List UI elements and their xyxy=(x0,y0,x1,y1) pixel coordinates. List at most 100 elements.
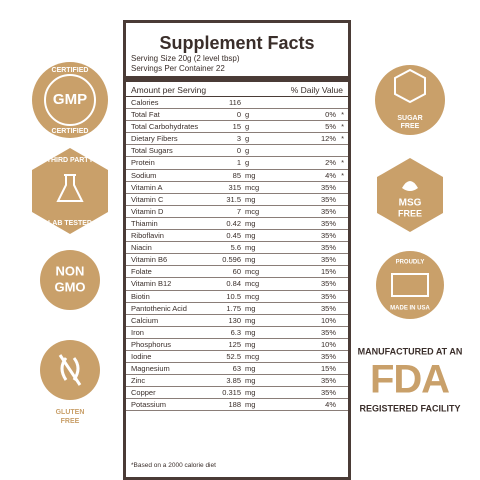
usa-badge xyxy=(376,251,444,319)
gluten-line1: GLUTEN xyxy=(56,409,85,416)
panel-title: Supplement Facts xyxy=(159,33,315,53)
nutrient-unit: mg xyxy=(245,339,256,349)
nutrient-row: Iron 6.3 mg 35% xyxy=(126,327,348,339)
nutrient-dv: 35% xyxy=(320,194,336,204)
header-amount: Amount per Serving xyxy=(131,85,207,95)
nutrient-dv: 35% xyxy=(320,243,336,253)
nutrient-dv: 35% xyxy=(320,303,336,313)
nutrient-amount: 85 xyxy=(232,170,241,180)
msg-line1: MSG xyxy=(399,198,422,209)
nutrient-star: * xyxy=(341,158,344,168)
nutrient-amount: 10.5 xyxy=(226,291,241,301)
nutrient-amount: 3.85 xyxy=(226,376,241,386)
fda-main: FDA xyxy=(370,358,450,402)
nutrient-row: Protein 1 g 2% * xyxy=(126,157,348,170)
nutrient-name: Total Fat xyxy=(131,110,160,120)
nutrient-name: Vitamin D xyxy=(131,206,164,216)
nutrient-dv: 35% xyxy=(320,291,336,301)
fda-line1: MANUFACTURED AT AN xyxy=(358,346,463,356)
msg-line2: FREE xyxy=(398,208,422,218)
nutrient-unit: mg xyxy=(245,315,256,325)
gmp-badge xyxy=(32,62,108,138)
divider xyxy=(126,76,348,82)
nutrient-amount: 3 xyxy=(236,134,241,144)
nutrient-name: Biotin xyxy=(131,291,150,301)
nutrient-unit: mg xyxy=(245,303,256,313)
nutrient-row: Vitamin A 315 mcg 35% xyxy=(126,182,348,194)
nutrient-row: Dietary Fibers 3 g 12% * xyxy=(126,133,348,146)
nutrient-name: Vitamin B6 xyxy=(131,255,168,265)
gmo-badge xyxy=(40,250,100,310)
nutrient-row: Niacin 5.6 mg 35% xyxy=(126,242,348,255)
nutrient-amount: 0 xyxy=(236,146,241,156)
nutrient-row: Potassium 188 mg 4% xyxy=(126,399,348,412)
nutrient-name: Iodine xyxy=(131,351,152,361)
nutrient-unit: mg xyxy=(245,194,256,204)
gmp-ring xyxy=(44,74,96,126)
nutrient-dv: 4% xyxy=(325,400,336,410)
nutrient-name: Vitamin A xyxy=(131,182,163,192)
fda-line2: REGISTERED FACILITY xyxy=(359,403,460,413)
nutrient-name: Total Carbohydrates xyxy=(131,122,199,132)
nutrient-name: Niacin xyxy=(131,243,152,253)
cube-icon xyxy=(394,68,426,104)
usa-bottom: MADE IN USA xyxy=(390,306,430,312)
nutrient-name: Copper xyxy=(131,388,156,398)
nutrient-name: Folate xyxy=(131,267,152,277)
nutrient-dv: 35% xyxy=(320,376,336,386)
nutrient-unit: mg xyxy=(245,400,256,410)
sugar-line2: FREE xyxy=(401,123,420,130)
sugar-badge xyxy=(375,65,445,135)
nutrient-row: Vitamin B6 0.596 mg 35% xyxy=(126,254,348,267)
nutrient-amount: 0.42 xyxy=(226,218,241,228)
nutrient-dv: 15% xyxy=(320,267,336,277)
nutrient-name: Calories xyxy=(131,98,159,107)
nutrient-name: Total Sugars xyxy=(131,146,173,156)
nutrient-name: Zinc xyxy=(131,376,146,386)
nutrient-row: Thiamin 0.42 mg 35% xyxy=(126,218,348,231)
rows: Calories 116 Total Fat 0 g 0% * Total Carbohydr… xyxy=(126,97,348,412)
nutrient-dv: 10% xyxy=(320,339,336,349)
nutrient-unit: mg xyxy=(245,231,256,241)
nutrient-amount: 188 xyxy=(228,400,241,410)
nutrient-dv: 35% xyxy=(320,327,336,337)
nutrient-amount: 5.6 xyxy=(230,243,241,253)
nutrient-amount: 1 xyxy=(236,158,241,168)
servings: Servings Per Container 22 xyxy=(131,64,225,73)
nutrient-unit: mg xyxy=(245,218,256,228)
nutrient-amount: 63 xyxy=(232,364,241,374)
nutrient-row: Magnesium 63 mg 15% xyxy=(126,363,348,376)
nutrient-dv: 12% xyxy=(320,134,336,144)
nutrient-row: Folate 60 mcg 15% xyxy=(126,266,348,279)
nutrient-row: Total Carbohydrates 15 g 5% * xyxy=(126,121,348,134)
nutrient-row: Vitamin B12 0.84 mcg 35% xyxy=(126,278,348,291)
nutrient-unit: g xyxy=(245,122,250,132)
nutrient-row: Iodine 52.5 mcg 35% xyxy=(126,351,348,364)
nutrient-amount: 0.45 xyxy=(226,231,241,241)
usa-top: PROUDLY xyxy=(396,260,425,266)
header-dv: % Daily Value xyxy=(290,85,343,95)
gmp-bottom: CERTIFIED xyxy=(52,128,89,135)
wheat-icon xyxy=(58,354,82,386)
nutrient-unit: mg xyxy=(245,376,256,386)
nutrient-row: Zinc 3.85 mg 35% xyxy=(126,375,348,388)
nutrient-amount: 0 xyxy=(236,110,241,120)
nutrient-unit: mcg xyxy=(245,351,260,361)
nutrient-dv: 35% xyxy=(320,206,336,216)
nutrient-row: Pantothenic Acid 1.75 mg 35% xyxy=(126,303,348,315)
nutrient-unit: g xyxy=(245,110,250,120)
nutrient-dv: 35% xyxy=(320,218,336,228)
nutrient-row: Calories 116 xyxy=(126,97,348,110)
nutrient-star: * xyxy=(341,170,344,180)
footnote: *Based on a 2000 calorie diet xyxy=(131,462,216,469)
nutrient-star: * xyxy=(341,110,344,120)
nutrient-unit: mcg xyxy=(245,279,260,289)
nutrient-unit: mcg xyxy=(245,267,260,277)
nutrient-row: Copper 0.315 mg 35% xyxy=(126,387,348,400)
nutrient-name: Magnesium xyxy=(131,364,170,374)
lab-bottom: LAB TESTED xyxy=(48,220,92,227)
nutrient-unit: mg xyxy=(245,388,256,398)
nutrient-unit: mg xyxy=(245,243,256,253)
nutrient-amount: 125 xyxy=(228,339,241,349)
